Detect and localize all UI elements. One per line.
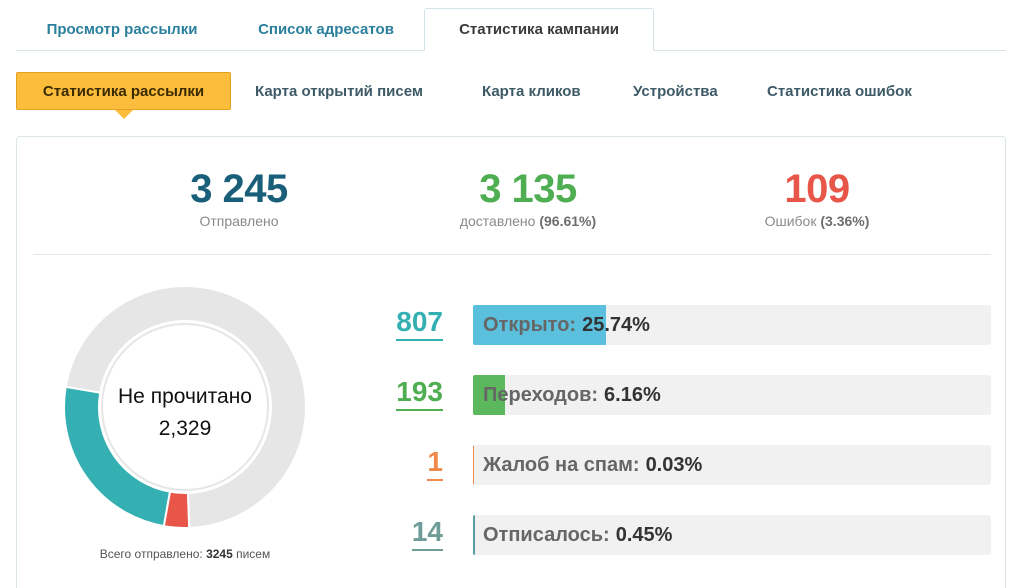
campaign-tabs: Просмотр рассылки Список адресатов Стати… [16, 8, 1006, 51]
donut-center: Не прочитано 2,329 [63, 381, 307, 445]
spam-bar-fill [473, 445, 474, 485]
opened-pct: 25.74% [582, 313, 650, 336]
subtab-error-stats[interactable]: Статистика ошибок [767, 82, 912, 100]
stats-panel: 3 245 Отправлено 3 135 доставлено (96.61… [16, 136, 1006, 588]
delivered-count: 3 135 [479, 167, 577, 211]
opened-count[interactable]: 807 [373, 305, 443, 345]
metric-row-unsubscribed: 14 Отписалось: 0.45% [373, 515, 991, 555]
errors-count: 109 [784, 167, 850, 211]
clicks-count[interactable]: 193 [373, 375, 443, 415]
opened-bar-track [473, 305, 991, 345]
errors-label-text: Ошибок [764, 213, 817, 229]
stat-sent: 3 245 Отправлено [89, 167, 389, 229]
unsubscribed-bar-fill [473, 515, 476, 555]
clicks-label: Переходов: 6.16% [483, 375, 661, 415]
errors-label: Ошибок (3.36%) [667, 213, 967, 229]
metric-row-spam: 1 Жалоб на спам: 0.03% [373, 445, 991, 485]
subtab-devices[interactable]: Устройства [633, 82, 718, 100]
stat-errors: 109 Ошибок (3.36%) [667, 167, 967, 229]
delivered-label-text: доставлено [459, 213, 536, 229]
caption-suffix: писем [236, 547, 271, 561]
metric-row-opened: 807 Открыто: 25.74% [373, 305, 991, 345]
spam-bar-track [473, 445, 991, 485]
unsubscribed-count[interactable]: 14 [373, 515, 443, 555]
delivered-label: доставлено (96.61%) [378, 213, 678, 229]
tab-campaign-stats[interactable]: Статистика кампании [424, 8, 654, 51]
unsubscribed-bar-track [473, 515, 991, 555]
errors-pct: (3.36%) [820, 213, 870, 229]
spam-label: Жалоб на спам: 0.03% [483, 445, 702, 485]
summary-stats: 3 245 Отправлено 3 135 доставлено (96.61… [33, 137, 991, 255]
unsubscribed-label-text: Отписалось: [483, 523, 610, 546]
stats-subtabs: Статистика рассылки Карта открытий писем… [16, 72, 1006, 119]
opened-label-text: Открыто: [483, 313, 577, 336]
unsubscribed-pct: 0.45% [615, 523, 673, 546]
caption-value: 3245 [206, 547, 233, 561]
subtab-mailing-stats[interactable]: Статистика рассылки [16, 72, 231, 119]
delivered-pct: (96.61%) [539, 213, 597, 229]
caption-prefix: Всего отправлено: [99, 547, 203, 561]
donut-caption: Всего отправлено: 3245 писем [63, 547, 307, 561]
donut-center-value: 2,329 [158, 417, 212, 440]
clicks-label-text: Переходов: [483, 383, 599, 406]
clicks-bar-fill [473, 375, 505, 415]
tab-recipient-list[interactable]: Список адресатов [258, 21, 394, 38]
unread-donut-chart [63, 285, 307, 529]
spam-count[interactable]: 1 [373, 445, 443, 485]
unsubscribed-label: Отписалось: 0.45% [483, 515, 672, 555]
sent-label: Отправлено [199, 213, 279, 229]
tab-mailing-preview[interactable]: Просмотр рассылки [46, 21, 198, 38]
clicks-pct: 6.16% [604, 383, 661, 406]
opened-bar-fill [473, 305, 607, 345]
opened-label: Открыто: 25.74% [483, 305, 650, 345]
metric-row-clicks: 193 Переходов: 6.16% [373, 375, 991, 415]
donut-center-label: Не прочитано [118, 385, 252, 408]
spam-pct: 0.03% [645, 453, 703, 476]
clicks-bar-track [473, 375, 991, 415]
subtab-open-map[interactable]: Карта открытий писем [255, 82, 423, 100]
donut-hole [101, 323, 269, 491]
donut-slice-unread [64, 285, 307, 529]
subtab-click-map[interactable]: Карта кликов [482, 82, 581, 100]
stat-delivered: 3 135 доставлено (96.61%) [378, 167, 678, 229]
sent-count: 3 245 [190, 167, 288, 211]
spam-label-text: Жалоб на спам: [483, 453, 640, 476]
